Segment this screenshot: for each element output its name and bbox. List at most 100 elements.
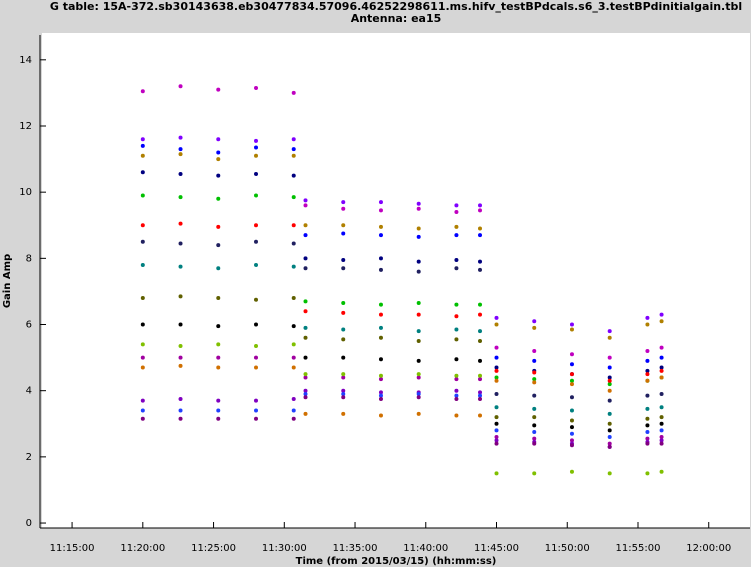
point [253,408,258,413]
y-tick-label: 8 [26,253,32,264]
point [645,393,650,398]
point [569,372,574,377]
point [454,357,459,362]
point [659,368,664,373]
point [140,193,145,198]
point [253,262,258,267]
point [454,203,459,208]
point [659,441,664,446]
chart-title: G table: 15A-372.sb30143638.eb30477834.5… [50,0,742,13]
point [416,339,421,344]
point [253,416,258,421]
point [216,243,221,248]
point [341,395,346,400]
x-tick-label: 11:40:00 [403,543,448,554]
x-tick-label: 11:55:00 [616,543,661,554]
point [607,428,612,433]
point [253,365,258,370]
point [416,269,421,274]
point [291,90,296,95]
point [291,296,296,301]
point [178,84,183,89]
point [569,469,574,474]
point [569,418,574,423]
point [659,438,664,443]
x-tick-label: 11:20:00 [120,543,165,554]
point [645,378,650,383]
point [341,231,346,236]
point [253,223,258,228]
point [494,471,499,476]
point [532,430,537,435]
point [532,319,537,324]
point [659,469,664,474]
point [303,233,308,238]
point [454,302,459,307]
point [253,138,258,143]
point [378,312,383,317]
point [253,344,258,349]
point [454,396,459,401]
point [454,337,459,342]
point [341,223,346,228]
point [478,396,483,401]
point [253,398,258,403]
point [532,393,537,398]
x-tick-label: 11:30:00 [262,543,307,554]
point [569,431,574,436]
point [454,224,459,229]
point [494,428,499,433]
point [416,234,421,239]
point [494,415,499,420]
x-axis-label: Time (from 2015/03/15) (hh:mm:ss) [296,556,497,567]
point [341,327,346,332]
point [140,223,145,228]
point [659,405,664,410]
point [478,390,483,395]
point [303,325,308,330]
point [378,267,383,272]
point [341,257,346,262]
point [478,329,483,334]
point [291,153,296,158]
point [478,373,483,378]
point [303,309,308,314]
point [494,421,499,426]
point [140,89,145,94]
point [140,137,145,142]
y-axis-label: Gain Amp [2,254,13,308]
point [216,355,221,360]
point [645,430,650,435]
point [645,416,650,421]
point [216,398,221,403]
point [291,355,296,360]
point [494,375,499,380]
y-tick-label: 14 [19,55,32,66]
point [645,322,650,327]
point [303,391,308,396]
point [645,372,650,377]
point [645,315,650,320]
point [607,444,612,449]
point [607,365,612,370]
point [291,195,296,200]
point [478,208,483,213]
point [569,322,574,327]
point [416,312,421,317]
point [494,391,499,396]
point [378,256,383,261]
point [216,137,221,142]
point [532,370,537,375]
point [341,388,346,393]
point [253,355,258,360]
point [178,264,183,269]
point [478,393,483,398]
point [532,436,537,441]
y-tick-label: 6 [26,320,32,331]
point [569,378,574,383]
y-tick-label: 2 [26,452,32,463]
point [416,391,421,396]
point [607,335,612,340]
point [140,342,145,347]
point [341,206,346,211]
